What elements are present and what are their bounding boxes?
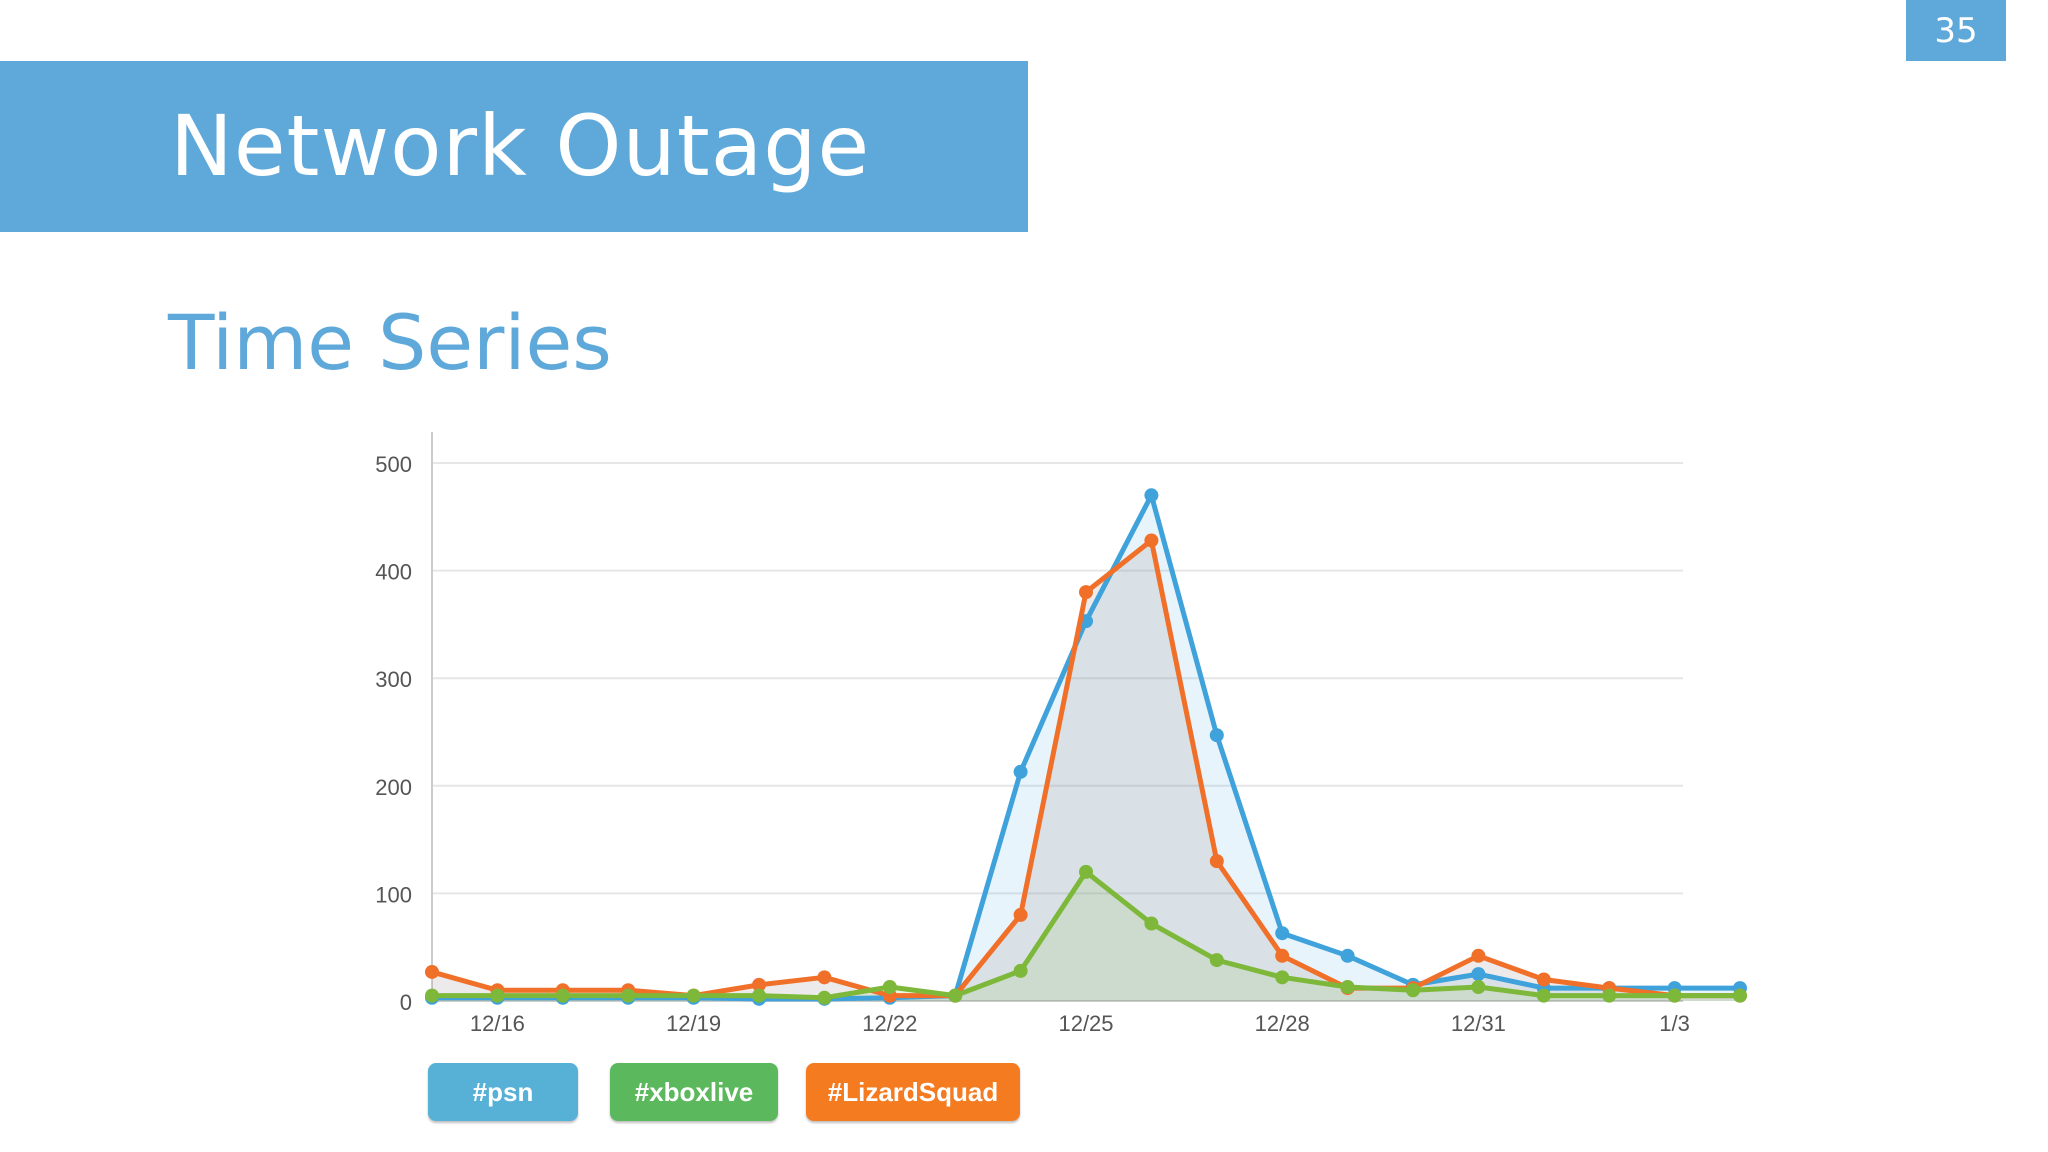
- x-tick-label: 12/19: [666, 1011, 721, 1036]
- data-point-lizardsquad: [1144, 533, 1159, 548]
- legend-lizardsquad-button[interactable]: #LizardSquad: [806, 1063, 1020, 1121]
- data-point-psn: [621, 990, 636, 1005]
- data-point-lizardsquad: [752, 977, 766, 992]
- data-point-lizardsquad: [425, 964, 439, 979]
- data-point-xboxlive: [1733, 988, 1747, 1003]
- data-point-lizardsquad: [817, 970, 832, 985]
- title-banner: Network Outage: [0, 61, 1028, 232]
- data-point-psn: [1144, 488, 1159, 503]
- data-point-xboxlive: [1209, 953, 1224, 968]
- data-point-lizardsquad: [1733, 988, 1747, 1003]
- data-point-lizardsquad: [1406, 981, 1420, 996]
- y-tick-label: 500: [375, 452, 412, 477]
- y-tick-label: 0: [400, 990, 412, 1015]
- series-area: [432, 871, 1740, 1001]
- data-point-lizardsquad: [1340, 981, 1355, 996]
- x-tick-label: 12/25: [1058, 1011, 1113, 1036]
- x-tick-label: 12/28: [1255, 1011, 1310, 1036]
- data-point-xboxlive: [555, 988, 570, 1003]
- data-point-psn: [1209, 728, 1224, 743]
- y-tick-label: 400: [375, 560, 412, 585]
- data-point-lizardsquad: [1079, 585, 1093, 600]
- data-point-xboxlive: [490, 988, 505, 1003]
- data-point-lizardsquad: [1667, 988, 1682, 1003]
- data-point-xboxlive: [425, 988, 439, 1003]
- series-line-psn: [432, 492, 1740, 1002]
- data-point-psn: [1275, 926, 1290, 941]
- page-number: 35: [1906, 0, 2006, 61]
- data-point-lizardsquad: [1602, 981, 1617, 996]
- data-point-psn: [1733, 981, 1747, 996]
- legend-psn-button[interactable]: #psn: [428, 1063, 578, 1121]
- data-point-psn: [817, 991, 832, 1006]
- data-point-psn: [1667, 981, 1682, 996]
- data-point-lizardsquad: [686, 988, 701, 1003]
- data-point-lizardsquad: [1275, 948, 1290, 963]
- data-point-xboxlive: [1536, 988, 1551, 1003]
- data-point-psn: [1013, 764, 1028, 779]
- legend-xboxlive-button[interactable]: #xboxlive: [610, 1063, 778, 1121]
- data-point-psn: [490, 990, 505, 1005]
- data-point-xboxlive: [948, 988, 963, 1003]
- y-tick-label: 100: [375, 882, 412, 907]
- data-point-lizardsquad: [948, 988, 963, 1003]
- data-point-psn: [1471, 967, 1486, 982]
- data-point-psn: [1536, 981, 1551, 996]
- y-tick-label: 300: [375, 667, 412, 692]
- series-line-lizardsquad: [431, 537, 1740, 999]
- data-point-lizardsquad: [1536, 972, 1551, 987]
- data-point-lizardsquad: [1013, 907, 1028, 922]
- data-point-psn: [1079, 614, 1093, 629]
- slide-title: Network Outage: [170, 97, 871, 195]
- data-point-psn: [1340, 948, 1355, 963]
- data-point-xboxlive: [1471, 980, 1486, 995]
- series-area: [432, 540, 1740, 1001]
- data-point-xboxlive: [1144, 916, 1159, 931]
- data-point-lizardsquad: [1209, 854, 1224, 869]
- data-point-xboxlive: [621, 988, 636, 1003]
- y-tick-label: 200: [375, 775, 412, 800]
- data-point-xboxlive: [1406, 983, 1420, 998]
- data-point-psn: [1406, 977, 1420, 992]
- x-tick-label: 12/31: [1451, 1011, 1506, 1036]
- data-point-xboxlive: [1275, 970, 1290, 985]
- data-point-xboxlive: [882, 980, 897, 995]
- data-point-xboxlive: [1340, 980, 1355, 995]
- series-area: [432, 495, 1740, 1001]
- data-point-lizardsquad: [621, 983, 636, 998]
- data-point-xboxlive: [817, 990, 832, 1005]
- data-point-xboxlive: [1602, 988, 1617, 1003]
- x-tick-label: 12/16: [470, 1011, 525, 1036]
- slide-subtitle: Time Series: [168, 298, 612, 387]
- series-line-xboxlive: [432, 869, 1740, 1001]
- data-point-xboxlive: [1079, 864, 1093, 879]
- data-point-psn: [686, 990, 701, 1005]
- data-point-psn: [425, 990, 439, 1005]
- data-point-xboxlive: [1667, 988, 1682, 1003]
- data-point-lizardsquad: [555, 983, 570, 998]
- data-point-psn: [882, 990, 897, 1005]
- x-tick-label: 1/3: [1659, 1011, 1690, 1036]
- data-point-lizardsquad: [1471, 948, 1486, 963]
- data-point-psn: [752, 991, 766, 1006]
- x-tick-label: 12/22: [862, 1011, 917, 1036]
- data-point-xboxlive: [752, 988, 766, 1003]
- data-point-psn: [948, 988, 963, 1003]
- data-point-lizardsquad: [882, 988, 897, 1003]
- data-point-psn: [555, 990, 570, 1005]
- data-point-psn: [1602, 981, 1617, 996]
- data-point-xboxlive: [686, 988, 701, 1003]
- data-point-xboxlive: [1013, 963, 1028, 978]
- data-point-lizardsquad: [490, 983, 505, 998]
